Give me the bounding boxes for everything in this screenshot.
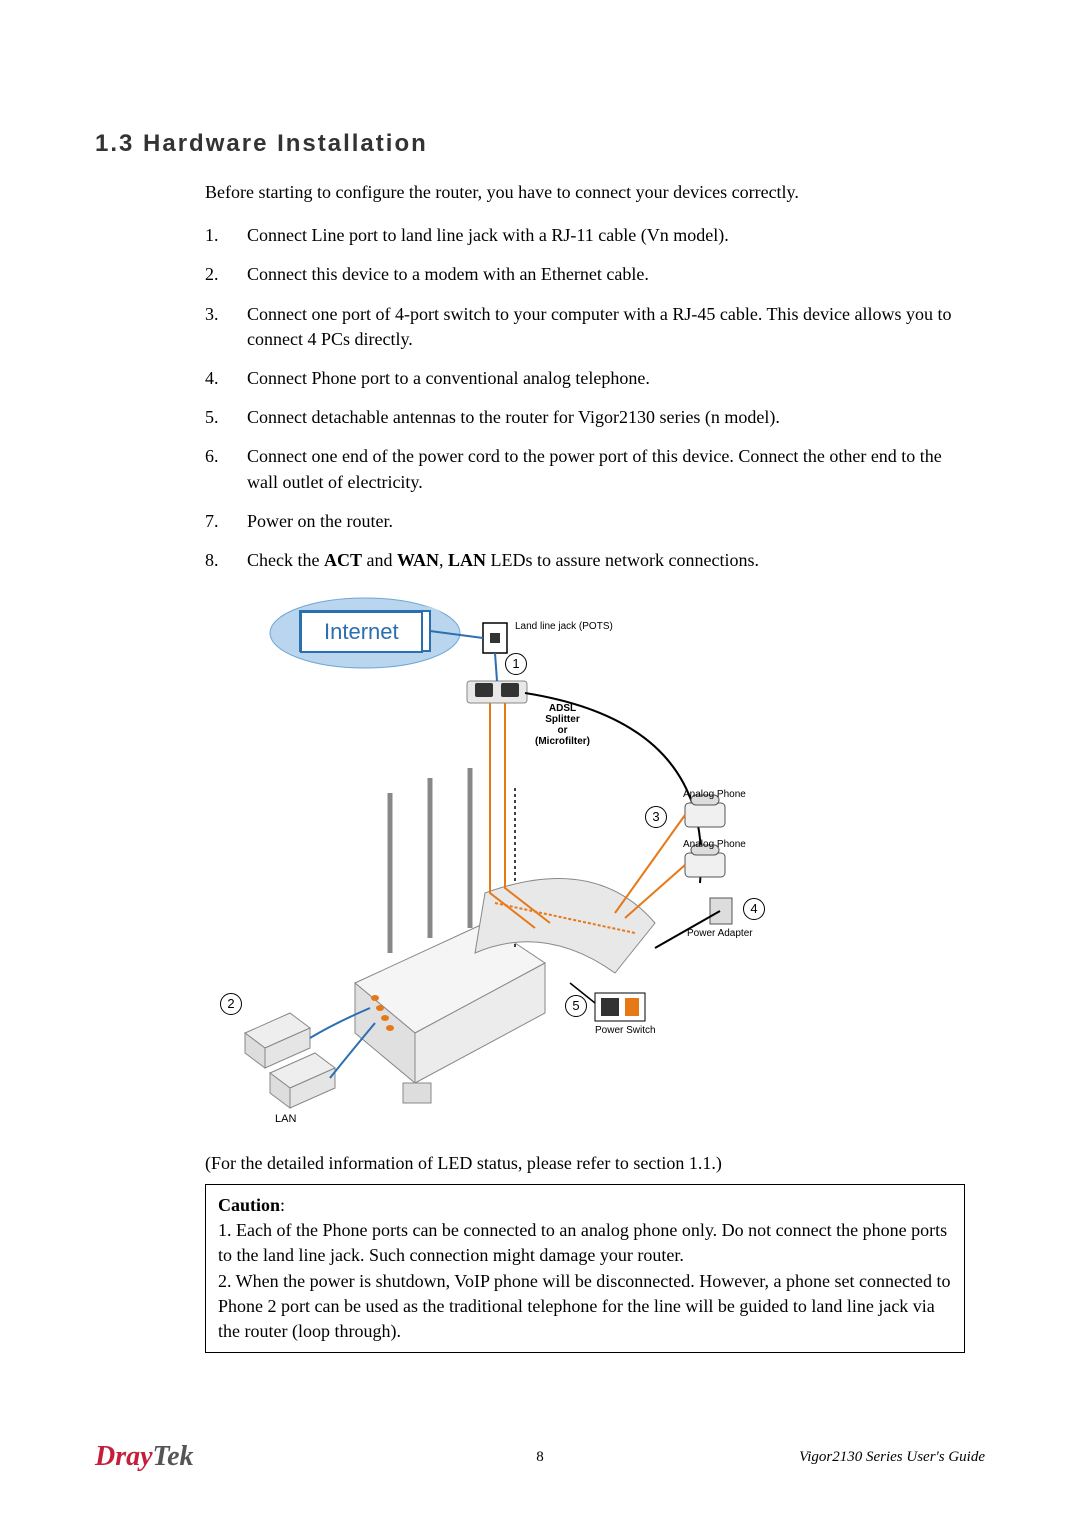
section-heading: 1.3 Hardware Installation xyxy=(95,130,985,158)
step-8-mid1: and xyxy=(362,550,397,570)
diagram-landline-label: Land line jack (POTS) xyxy=(515,621,613,632)
step-2: Connect this device to a modem with an E… xyxy=(205,262,965,287)
intro-paragraph: Before starting to configure the router,… xyxy=(205,180,965,205)
step-8-act: ACT xyxy=(324,550,362,570)
diagram-marker-4: 4 xyxy=(743,898,765,920)
caution-line-2: 2. When the power is shutdown, VoIP phon… xyxy=(218,1271,950,1341)
caution-box: Caution: 1. Each of the Phone ports can … xyxy=(205,1184,965,1353)
step-4: Connect Phone port to a conventional ana… xyxy=(205,366,965,391)
step-5: Connect detachable antennas to the route… xyxy=(205,405,965,430)
step-1: Connect Line port to land line jack with… xyxy=(205,223,965,248)
step-8: Check the ACT and WAN, LAN LEDs to assur… xyxy=(205,548,965,573)
diagram-phone-label-1: Analog Phone xyxy=(683,789,746,800)
logo-tek: Tek xyxy=(153,1441,194,1472)
logo-dray: Dray xyxy=(95,1441,153,1472)
step-8-mid2: , xyxy=(439,550,448,570)
diagram-marker-5: 5 xyxy=(565,995,587,1017)
step-6: Connect one end of the power cord to the… xyxy=(205,444,965,494)
draytek-logo: DrayTek xyxy=(95,1441,194,1473)
step-7: Power on the router. xyxy=(205,509,965,534)
step-8-wan: WAN xyxy=(397,550,439,570)
diagram-svg xyxy=(215,593,775,1133)
diagram-power-switch-label: Power Switch xyxy=(595,1025,656,1036)
step-3: Connect one port of 4-port switch to you… xyxy=(205,302,965,352)
diagram-container: Internet Land line jack (POTS) ADSL Spli… xyxy=(205,593,965,1133)
content-block: Before starting to configure the router,… xyxy=(205,180,965,1353)
steps-list: Connect Line port to land line jack with… xyxy=(205,223,965,573)
caution-line-1: 1. Each of the Phone ports can be connec… xyxy=(218,1220,947,1265)
page-number: 8 xyxy=(536,1449,544,1466)
guide-name: Vigor2130 Series User's Guide xyxy=(799,1449,985,1466)
step-8-lan: LAN xyxy=(448,550,486,570)
diagram-marker-1: 1 xyxy=(505,653,527,675)
diagram-power-adapter-label: Power Adapter xyxy=(687,928,753,939)
reference-note: (For the detailed information of LED sta… xyxy=(205,1153,965,1174)
step-8-post: LEDs to assure network connections. xyxy=(486,550,759,570)
diagram-internet-label: Internet xyxy=(300,611,423,653)
diagram-marker-2: 2 xyxy=(220,993,242,1015)
caution-title: Caution xyxy=(218,1195,280,1215)
diagram-adsl-label: ADSL Splitter or (Microfilter) xyxy=(535,703,590,747)
installation-diagram: Internet Land line jack (POTS) ADSL Spli… xyxy=(215,593,775,1133)
diagram-lan-label: LAN xyxy=(275,1113,296,1125)
page-footer: DrayTek 8 Vigor2130 Series User's Guide xyxy=(95,1441,985,1473)
diagram-marker-3: 3 xyxy=(645,806,667,828)
diagram-phone-label-2: Analog Phone xyxy=(683,839,746,850)
caution-colon: : xyxy=(280,1195,285,1215)
step-8-pre: Check the xyxy=(247,550,324,570)
